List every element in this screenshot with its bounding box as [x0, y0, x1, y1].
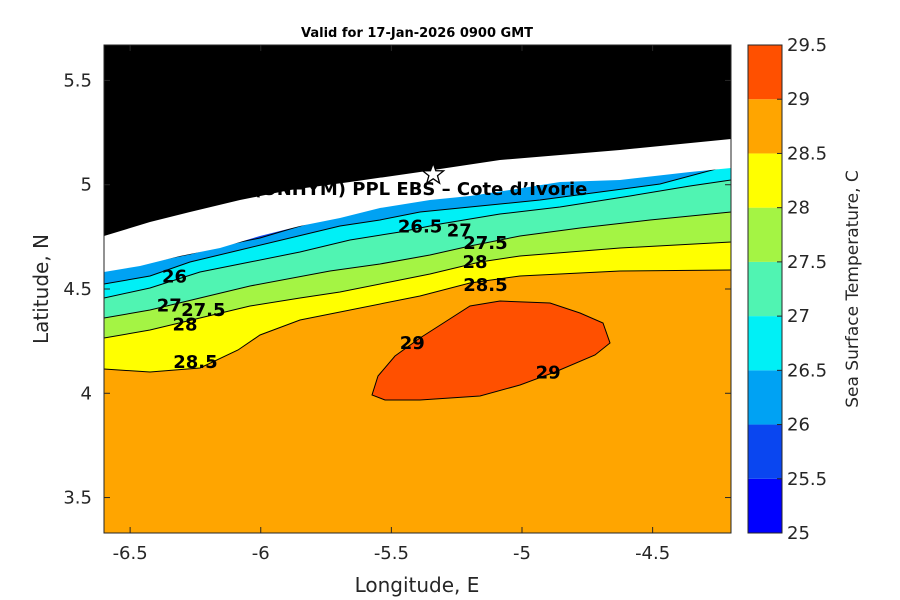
y-axis-label: Latitude, N — [29, 234, 53, 344]
colorbar-tick-label: 26 — [787, 415, 810, 436]
colorbar-tick-label: 29.5 — [787, 35, 827, 56]
colorbar-tick-label: 26.5 — [787, 360, 827, 381]
colorbar-label: Sea Surface Temperature, C — [843, 170, 863, 408]
y-tick-label: 4.5 — [63, 279, 92, 300]
colorbar-segment — [748, 424, 782, 479]
x-tick-label: -5.5 — [374, 543, 409, 564]
contour-label: 28 — [462, 252, 487, 273]
contour-label: 29 — [400, 333, 425, 354]
contour-label: 28.5 — [463, 275, 507, 296]
colorbar-tick-label: 25.5 — [787, 469, 827, 490]
contour-label: 29 — [536, 362, 561, 383]
y-tick-label: 5.5 — [63, 70, 92, 91]
contour-label: 27.5 — [181, 300, 225, 321]
colorbar-tick-label: 28.5 — [787, 143, 827, 164]
site-annotation: A (ONHYM) PPL EBS – Cote d’Ivorie — [233, 161, 587, 200]
colorbar-segment — [748, 153, 782, 208]
contour-label: 28.5 — [173, 352, 217, 373]
contour-label: 27 — [157, 296, 182, 317]
colorbar-tick-label: 25 — [787, 523, 810, 544]
site-star-marker — [420, 161, 446, 185]
contour-label: 28 — [172, 314, 197, 335]
colorbar-segment — [748, 478, 782, 533]
colorbar-segment — [748, 316, 782, 371]
x-tick-label: -6 — [252, 543, 270, 564]
y-tick-label: 3.5 — [63, 488, 92, 509]
contour-label: 27 — [447, 221, 472, 242]
colorbar-frame — [747, 44, 783, 534]
colorbar-tick-label: 27.5 — [787, 252, 827, 273]
y-tick-label: 4 — [81, 383, 92, 404]
x-tick-label: -6.5 — [113, 543, 148, 564]
land-mask — [104, 45, 731, 236]
contour-label: 27.5 — [463, 233, 507, 254]
colorbar-segment — [748, 207, 782, 262]
x-axis-ticks: -6.5 -6 -5.5 -5 -4.5 — [113, 45, 670, 564]
x-tick-label: -5 — [513, 543, 531, 564]
colorbar-segment — [748, 99, 782, 154]
site-label: A (ONHYM) PPL EBS – Cote d’Ivorie — [233, 179, 587, 200]
y-tick-label: 5 — [81, 175, 92, 196]
x-axis-label: Longitude, E — [355, 573, 480, 597]
colorbar-segment — [748, 370, 782, 425]
x-tick-label: -4.5 — [635, 543, 670, 564]
island-29-29-5 — [371, 300, 611, 401]
y-axis-ticks: 3.5 4 4.5 5 5.5 — [63, 70, 731, 509]
plot-area — [104, 45, 731, 533]
colorbar-tick-label: 29 — [787, 89, 810, 110]
contour-label: 26.5 — [398, 216, 442, 237]
contour-label: 26 — [162, 266, 187, 287]
colorbar-tick-label: 27 — [787, 306, 810, 327]
colorbar-segment — [748, 261, 782, 317]
colorbar-segment — [748, 45, 782, 100]
colorbar-tick-label: 28 — [787, 198, 810, 219]
colorbar: 25 25.5 26 26.5 27 27.5 28 28.5 29 29.5 — [747, 35, 827, 544]
chart-title: Valid for 17-Jan-2026 0900 GMT — [301, 26, 533, 41]
